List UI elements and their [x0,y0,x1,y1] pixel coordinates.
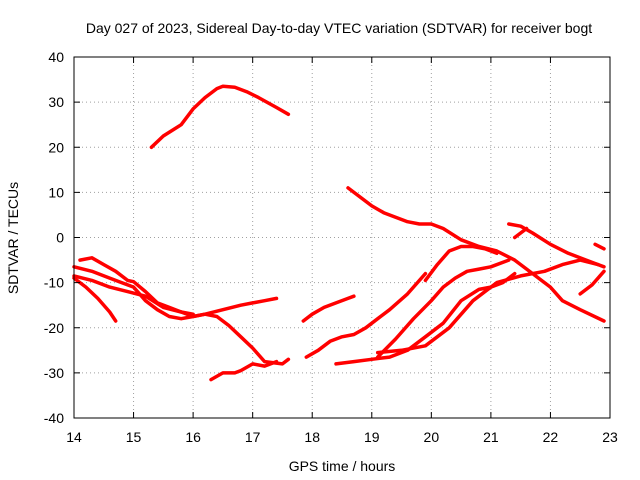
y-tick-label: 40 [48,49,64,65]
series-line-arc-10 [72,276,118,323]
x-tick-label: 15 [126,429,142,445]
y-tick-label: 10 [48,184,64,200]
series-line-arc-14 [334,271,517,366]
x-tick-label: 20 [424,429,440,445]
x-tick-label: 16 [185,429,201,445]
series-group [72,84,606,382]
x-tick-label: 21 [483,429,499,445]
series-line-arc-15 [375,258,511,359]
x-tick-label: 18 [304,429,320,445]
series-line-arc-5 [593,242,606,251]
tick-marks [73,56,611,419]
series-line-arc-4 [512,226,529,240]
grid [74,57,610,418]
series-line-arc-17 [375,258,600,355]
y-tick-label: -20 [44,320,64,336]
series-line-arc-2 [346,186,606,323]
series-line-arc-6 [578,269,606,296]
y-tick-label: -40 [44,410,64,426]
series-line-arc-8 [72,274,279,319]
x-tick-label: 23 [602,429,618,445]
series-line-arc-9 [72,265,291,366]
y-tick-label: 20 [48,139,64,155]
y-tick-labels: -40 -30 -20 -10 0 10 20 30 40 [44,49,64,426]
series-line-arc-1 [149,84,291,150]
y-tick-label: 30 [48,94,64,110]
series-line-arc-13 [304,271,428,359]
series-line-arc-16 [423,244,499,283]
y-tick-label: 0 [56,230,64,246]
x-tick-labels: 14 15 16 17 18 19 20 21 22 23 [66,429,618,445]
y-tick-label: -30 [44,365,64,381]
series-line-arc-12 [301,294,356,323]
series-line-arc-11 [209,359,279,382]
x-axis-label: GPS time / hours [289,458,396,474]
x-tick-label: 17 [245,429,261,445]
y-tick-label: -10 [44,275,64,291]
chart-title: Day 027 of 2023, Sidereal Day-to-day VTE… [86,20,592,36]
series-line-arc-7 [78,256,195,316]
x-tick-label: 14 [66,429,82,445]
x-tick-label: 22 [543,429,559,445]
x-tick-label: 19 [364,429,380,445]
y-axis-label: SDTVAR / TECUs [5,182,21,294]
